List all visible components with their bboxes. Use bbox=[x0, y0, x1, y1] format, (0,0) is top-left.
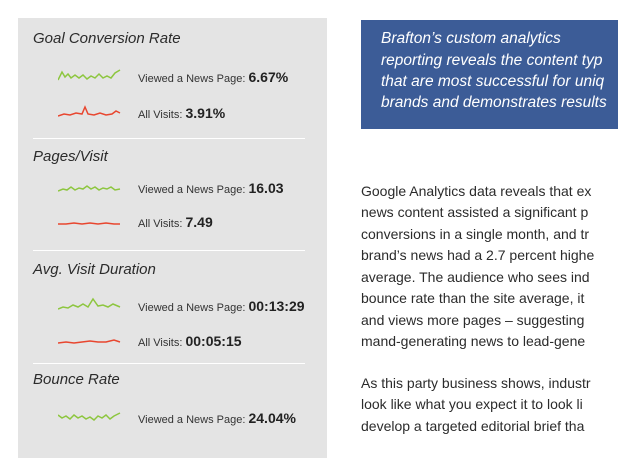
metric-value-all-visit-duration: 00:05:15 bbox=[185, 333, 242, 349]
sparkline-all-goal-conversion bbox=[58, 105, 121, 117]
article-paragraph: Google Analytics data reveals that ex ne… bbox=[361, 183, 618, 355]
article-line: look like what you expect it to look li bbox=[361, 396, 583, 412]
sparkline-all-pages-visit bbox=[58, 222, 120, 225]
metric-row-news-goal-conversion: Viewed a News Page: 6.67% bbox=[58, 66, 318, 88]
article-line: As this party business shows, industr bbox=[361, 375, 591, 391]
metric-row-all-pages-visit: All Visits: 7.49 bbox=[58, 211, 318, 233]
metric-value-all-goal-conversion: 3.91% bbox=[185, 105, 226, 121]
callout-box: Brafton’s custom analytics reporting rev… bbox=[361, 20, 618, 129]
section-title-bounce-rate: Bounce Rate bbox=[33, 371, 120, 388]
article-paragraph: As this party business shows, industr lo… bbox=[361, 375, 618, 446]
metric-row-news-visit-duration: Viewed a News Page: 00:13:29 bbox=[58, 295, 318, 317]
metric-row-all-visit-duration: All Visits: 00:05:15 bbox=[58, 330, 318, 352]
sparkline-news-pages-visit bbox=[58, 185, 121, 192]
article-line: news content assisted a significant p bbox=[361, 204, 589, 220]
sparkline-news-bounce-rate bbox=[58, 412, 121, 421]
article-line: bounce rate than the site average, it bbox=[361, 290, 585, 306]
article-line: average. The audience who sees ind bbox=[361, 269, 590, 285]
callout-line: that are most successful for uniq bbox=[381, 73, 605, 90]
section-divider bbox=[33, 138, 305, 139]
article-line: mand-generating news to lead-gene bbox=[361, 333, 586, 349]
metric-label-news-goal-conversion: Viewed a News Page: 6.67% bbox=[138, 69, 289, 85]
metric-label-all-goal-conversion: All Visits: 3.91% bbox=[138, 105, 226, 121]
section-divider bbox=[33, 363, 305, 364]
callout-line: Brafton’s custom analytics bbox=[381, 30, 561, 47]
metric-label-news-visit-duration: Viewed a News Page: 00:13:29 bbox=[138, 298, 305, 314]
article-line: develop a targeted editorial brief tha bbox=[361, 418, 585, 434]
sparkline-news-visit-duration bbox=[58, 297, 121, 310]
metric-label-all-pages-visit: All Visits: 7.49 bbox=[138, 214, 213, 230]
metrics-panel: Goal Conversion Rate Viewed a News Page:… bbox=[18, 18, 327, 458]
section-divider bbox=[33, 250, 305, 251]
article-line: and views more pages – suggesting bbox=[361, 312, 585, 328]
metric-value-news-pages-visit: 16.03 bbox=[248, 180, 284, 196]
metric-label-all-visit-duration: All Visits: 00:05:15 bbox=[138, 333, 242, 349]
metric-row-news-pages-visit: Viewed a News Page: 16.03 bbox=[58, 177, 318, 199]
metric-value-news-bounce-rate: 24.04% bbox=[248, 410, 296, 426]
article-line: conversions in a single month, and tr bbox=[361, 226, 590, 242]
metric-value-all-pages-visit: 7.49 bbox=[185, 214, 213, 230]
callout-line: brands and demonstrates results bbox=[381, 94, 607, 111]
section-title-pages-visit: Pages/Visit bbox=[33, 148, 108, 165]
sparkline-all-visit-duration bbox=[58, 339, 121, 344]
metric-row-news-bounce-rate: Viewed a News Page: 24.04% bbox=[58, 407, 318, 429]
section-title-goal-conversion-rate: Goal Conversion Rate bbox=[33, 30, 181, 47]
metric-label-news-pages-visit: Viewed a News Page: 16.03 bbox=[138, 180, 284, 196]
article-line: Google Analytics data reveals that ex bbox=[361, 183, 592, 199]
metric-value-news-goal-conversion: 6.67% bbox=[248, 69, 289, 85]
article-line: brand’s news had a 2.7 percent highe bbox=[361, 247, 595, 263]
metric-label-news-bounce-rate: Viewed a News Page: 24.04% bbox=[138, 410, 296, 426]
metric-row-all-goal-conversion: All Visits: 3.91% bbox=[58, 102, 318, 124]
section-title-avg-visit-duration: Avg. Visit Duration bbox=[33, 261, 156, 278]
callout-line: reporting reveals the content typ bbox=[381, 52, 603, 69]
sparkline-news-goal-conversion bbox=[58, 69, 121, 81]
metric-value-news-visit-duration: 00:13:29 bbox=[248, 298, 305, 314]
